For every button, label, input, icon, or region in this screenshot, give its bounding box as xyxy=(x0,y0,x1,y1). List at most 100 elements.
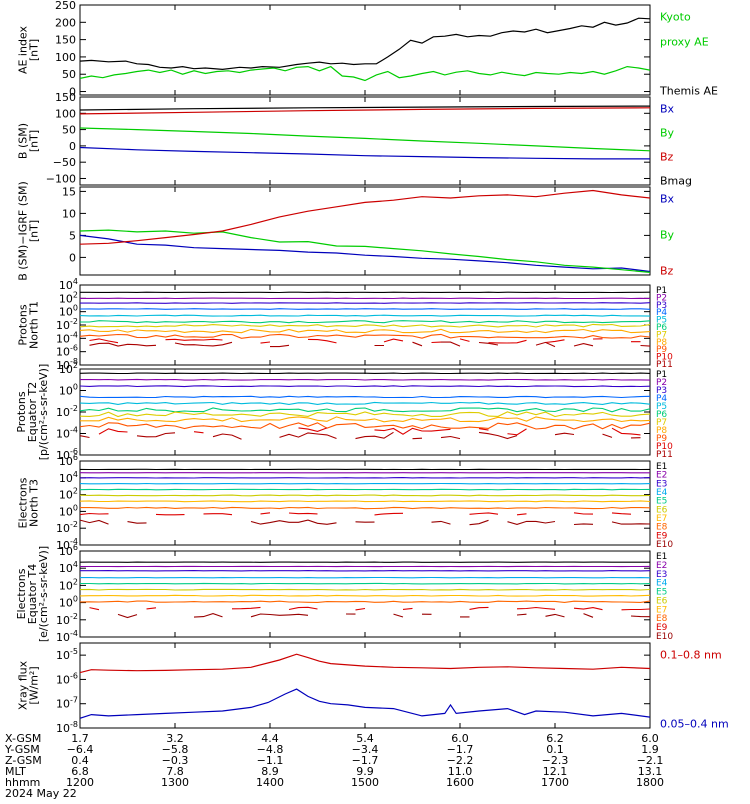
y-tick-label: 106 xyxy=(59,543,78,558)
y-tick-label: 0 xyxy=(69,251,76,264)
series-line xyxy=(80,148,650,159)
y-tick-label: 50 xyxy=(62,68,76,81)
legend-label: P11 xyxy=(656,450,673,460)
legend-label: 0.05–0.4 nm xyxy=(660,718,729,731)
series-group xyxy=(80,18,650,80)
y-tick-label: 5 xyxy=(69,229,76,242)
y-axis-label: North T3 xyxy=(28,479,41,527)
series-group xyxy=(80,373,650,439)
channel-line xyxy=(80,408,650,412)
y-tick-label: 100 xyxy=(55,107,76,120)
channel-line xyxy=(80,329,650,332)
series-line xyxy=(80,230,650,272)
y-tick-label: 102 xyxy=(59,577,78,592)
channel-line xyxy=(118,614,650,618)
y-tick-label: 0 xyxy=(69,140,76,153)
y-tick-label: 50 xyxy=(62,124,76,137)
legend-label: 0.1–0.8 nm xyxy=(660,649,722,662)
channel-line xyxy=(80,396,650,397)
channel-line xyxy=(80,507,650,508)
series-group xyxy=(80,292,650,346)
y-tick-label: 10-7 xyxy=(56,696,78,711)
channel-line xyxy=(80,321,650,323)
panel-frame xyxy=(80,5,650,95)
y-tick-label: 10-6 xyxy=(56,671,78,686)
y-tick-label: 104 xyxy=(59,560,78,575)
channel-line xyxy=(80,495,650,496)
legend-label: proxy AE xyxy=(660,35,709,48)
legend-label: Kyoto xyxy=(660,11,691,24)
y-tick-label: 100 xyxy=(59,595,78,610)
channel-line xyxy=(80,520,650,525)
panel-frame xyxy=(80,643,650,728)
ephemeris-value: 1300 xyxy=(161,776,189,789)
y-tick-label: 10-2 xyxy=(56,520,78,535)
legend-label: By xyxy=(660,127,675,140)
channel-line xyxy=(80,334,650,338)
y-tick-label: 102 xyxy=(59,361,78,376)
y-axis-label: [W/m²] xyxy=(28,666,41,704)
y-tick-label: −100 xyxy=(46,172,76,185)
y-tick-label: 200 xyxy=(55,16,76,29)
y-tick-label: 102 xyxy=(59,487,78,502)
series-line xyxy=(80,654,650,672)
y-tick-label: 150 xyxy=(55,91,76,104)
series-group xyxy=(80,191,650,273)
y-tick-label: 10-4 xyxy=(56,426,78,441)
legend-label: Bmag xyxy=(660,175,692,188)
series-group xyxy=(80,469,650,524)
channel-line xyxy=(80,417,650,422)
series-line xyxy=(80,18,650,69)
y-axis-label: [e/(cm²-s-sr-keV)] xyxy=(37,546,50,642)
series-group xyxy=(80,654,650,718)
channel-line xyxy=(90,342,651,347)
panel-frame xyxy=(80,551,650,637)
series-line xyxy=(80,689,650,718)
series-line xyxy=(80,67,650,81)
y-tick-label: 10-4 xyxy=(56,629,78,644)
y-axis-label: [p/(cm²-s-sr-keV)] xyxy=(37,364,50,461)
legend-label: Bz xyxy=(660,265,674,278)
ephemeris-value: 1400 xyxy=(256,776,284,789)
channel-line xyxy=(80,432,641,439)
channel-line xyxy=(80,489,650,490)
channel-line xyxy=(80,379,650,380)
channel-line xyxy=(80,303,650,304)
legend-label: E10 xyxy=(656,540,673,550)
series-group xyxy=(80,106,650,159)
y-tick-label: 10 xyxy=(62,207,76,220)
legend-label: Bx xyxy=(660,103,675,116)
date-label: 2024 May 22 xyxy=(5,787,77,800)
ephemeris-value: 1700 xyxy=(541,776,569,789)
y-tick-label: 250 xyxy=(55,0,76,12)
y-tick-label: 10-2 xyxy=(56,404,78,419)
y-axis-label: North T1 xyxy=(28,301,41,349)
series-line xyxy=(80,235,650,271)
y-tick-label: 10-5 xyxy=(56,647,78,662)
channel-line xyxy=(80,402,650,404)
legend-label: E10 xyxy=(656,632,673,642)
y-tick-label: 100 xyxy=(55,51,76,64)
channel-line xyxy=(80,324,650,327)
channel-line xyxy=(80,315,650,316)
channel-line xyxy=(80,412,650,417)
legend-label: P11 xyxy=(656,360,673,370)
y-tick-label: 106 xyxy=(59,453,78,468)
legend-label: By xyxy=(660,229,675,242)
y-tick-label: 104 xyxy=(59,470,78,485)
y-tick-label: −50 xyxy=(53,156,76,169)
y-tick-label: 15 xyxy=(62,185,76,198)
channel-line xyxy=(80,309,650,310)
ephemeris-value: 1600 xyxy=(446,776,474,789)
channel-line xyxy=(80,501,650,502)
legend-label: Themis AE xyxy=(659,85,718,98)
y-tick-label: 10-2 xyxy=(56,612,78,627)
